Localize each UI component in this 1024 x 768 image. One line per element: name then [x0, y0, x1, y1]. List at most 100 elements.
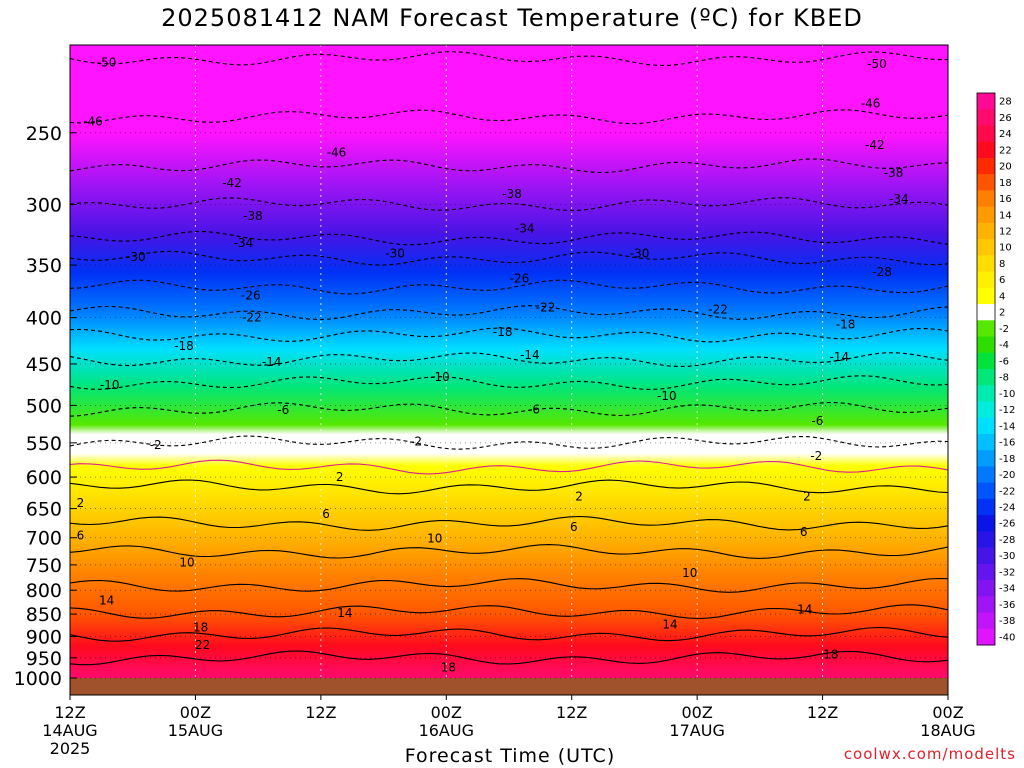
colorbar-label: 26: [999, 113, 1012, 124]
contour-value-label: 18: [193, 621, 208, 635]
isotherm-contour: [69, 626, 949, 642]
isotherm-contour: [69, 197, 949, 212]
contour-value-label: 2: [803, 489, 811, 503]
contour-value-label: -14: [520, 348, 540, 362]
contour-value-label: -18: [174, 339, 194, 353]
colorbar-label: -22: [999, 486, 1015, 497]
contour-value-label: 10: [427, 531, 442, 545]
colorbar-label: 10: [999, 243, 1012, 254]
contour-value-label: -34: [889, 192, 909, 206]
contour-value-label: -22: [708, 303, 728, 317]
y-tick-label: 250: [26, 123, 62, 145]
colorbar-swatch: [977, 320, 995, 338]
contour-value-label: -14: [262, 355, 282, 369]
colorbar-label: -36: [999, 600, 1015, 611]
contour-value-label: -2: [410, 434, 422, 448]
x-tick-label: 12Z: [807, 703, 838, 722]
isotherm-contour: [69, 109, 949, 125]
y-tick-label: 350: [26, 255, 62, 277]
contour-value-label: -50: [97, 55, 117, 69]
isotherm-contour: [69, 158, 949, 174]
y-tick-label: 450: [26, 354, 62, 376]
colorbar-swatch: [977, 141, 995, 159]
colorbar-swatch: [977, 369, 995, 386]
colorbar-swatch: [977, 222, 995, 240]
contour-value-label: -38: [502, 187, 522, 201]
contour-value-label: 2: [575, 489, 583, 503]
colorbar-swatch: [977, 125, 995, 143]
colorbar-label: -6: [999, 356, 1009, 367]
colorbar-label: 22: [999, 145, 1012, 156]
contour-value-label: -30: [126, 250, 146, 264]
colorbar-label: 14: [999, 210, 1012, 221]
colorbar-swatch: [977, 239, 995, 256]
freezing-level-contour: [69, 459, 949, 475]
isotherm-contour: [69, 401, 949, 417]
colorbar-swatch: [977, 580, 995, 597]
isotherm-contour: [69, 604, 949, 620]
colorbar-label: 2: [999, 308, 1005, 319]
colorbar-swatch: [977, 450, 995, 467]
colorbar-label: -30: [999, 551, 1015, 562]
colorbar-label: -28: [999, 535, 1015, 546]
y-tick-label: 550: [26, 433, 62, 455]
source-credit: coolwx.com/modelts: [843, 745, 1016, 763]
contour-value-label: -46: [861, 96, 881, 110]
colorbar-label: 24: [999, 129, 1012, 140]
contour-value-label: -42: [222, 176, 242, 190]
x-tick-date: 14AUG: [42, 721, 97, 740]
contour-value-label: -30: [630, 247, 650, 261]
contour-value-label: -34: [515, 222, 535, 236]
contour-value-label: -6: [528, 402, 540, 416]
x-tick-year: 2025: [50, 739, 91, 758]
colorbar-label: -12: [999, 405, 1015, 416]
contour-value-label: 14: [797, 602, 812, 616]
colorbar-swatch: [977, 466, 995, 484]
contour-value-label: -34: [234, 236, 254, 250]
x-tick-label: 12Z: [556, 703, 587, 722]
isotherm-contour: [69, 515, 949, 531]
x-tick-label: 00Z: [681, 703, 712, 722]
isotherm-contour: [69, 435, 949, 450]
ground-surface: [70, 678, 948, 695]
isotherm-contour: [69, 650, 949, 666]
y-tick-label: 750: [26, 555, 62, 577]
contour-value-label: 10: [682, 566, 697, 580]
contour-value-label: -6: [277, 403, 289, 417]
colorbar-label: -32: [999, 567, 1015, 578]
x-tick-label: 00Z: [932, 703, 963, 722]
y-tick-label: 600: [26, 467, 62, 489]
isotherm-contour: [69, 230, 949, 246]
colorbar-swatch: [977, 157, 995, 175]
contour-value-label: -2: [150, 438, 162, 452]
colorbar-label: -4: [999, 340, 1009, 351]
contour-value-label: 6: [800, 525, 808, 539]
colorbar-swatch: [977, 563, 995, 581]
colorbar-label: 16: [999, 194, 1012, 205]
y-tick-label: 1000: [14, 668, 62, 690]
colorbar-swatch: [977, 304, 995, 321]
contour-value-label: -26: [510, 271, 530, 285]
colorbar-swatch: [977, 174, 995, 191]
colorbar-swatch: [977, 547, 995, 565]
contour-value-label: -18: [493, 325, 513, 339]
colorbar-swatch: [977, 612, 995, 630]
colorbar-label: 6: [999, 275, 1005, 286]
contour-value-label: 22: [195, 638, 210, 652]
contour-value-label: -42: [865, 138, 885, 152]
contour-value-label: -46: [83, 115, 103, 129]
contour-value-label: -38: [884, 166, 904, 180]
x-tick-label: 12Z: [305, 703, 336, 722]
chart-title: 2025081412 NAM Forecast Temperature (ºC)…: [161, 4, 863, 32]
colorbar-label: -20: [999, 470, 1015, 481]
contour-value-label: 14: [337, 606, 352, 620]
y-tick-label: 800: [26, 580, 62, 602]
isotherm-contour: [69, 479, 949, 495]
isotherm-contour: [69, 279, 949, 295]
isotherm-contour: [69, 352, 949, 368]
contour-value-label: -50: [867, 57, 887, 71]
y-tick-label: 850: [26, 604, 62, 626]
x-axis-label: Forecast Time (UTC): [404, 745, 616, 767]
contour-value-label: 2: [336, 470, 344, 484]
x-tick-date: 16AUG: [419, 721, 474, 740]
